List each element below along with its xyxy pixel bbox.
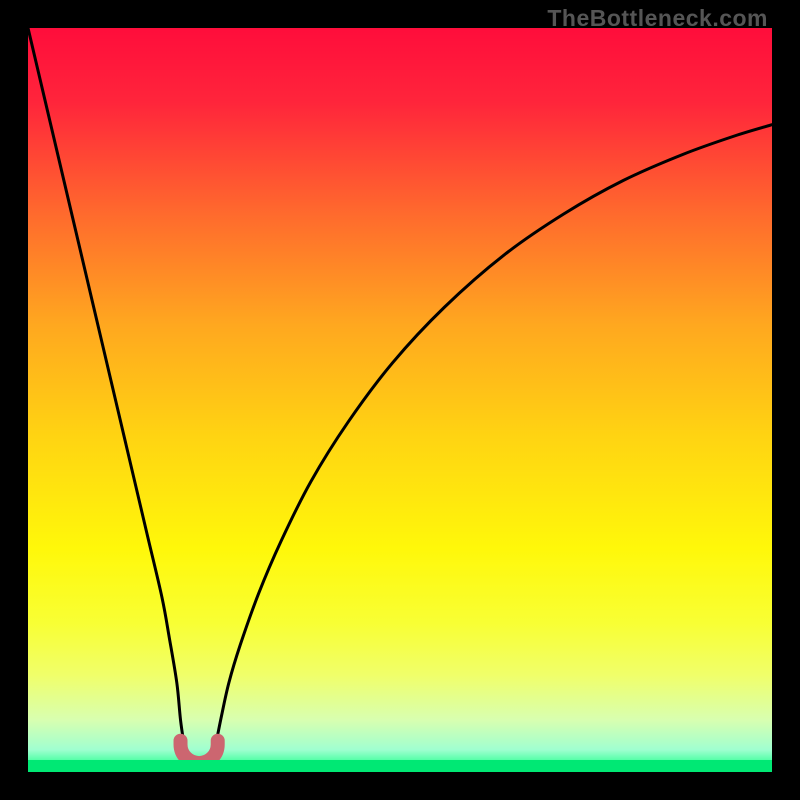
watermark-text: TheBottleneck.com: [547, 5, 768, 32]
bottleneck-curve-path: [28, 28, 772, 771]
plot-area: [28, 28, 772, 772]
optimal-zone-strip: [28, 760, 772, 772]
bottleneck-curve: [28, 28, 772, 772]
chart-frame: TheBottleneck.com: [0, 0, 800, 800]
